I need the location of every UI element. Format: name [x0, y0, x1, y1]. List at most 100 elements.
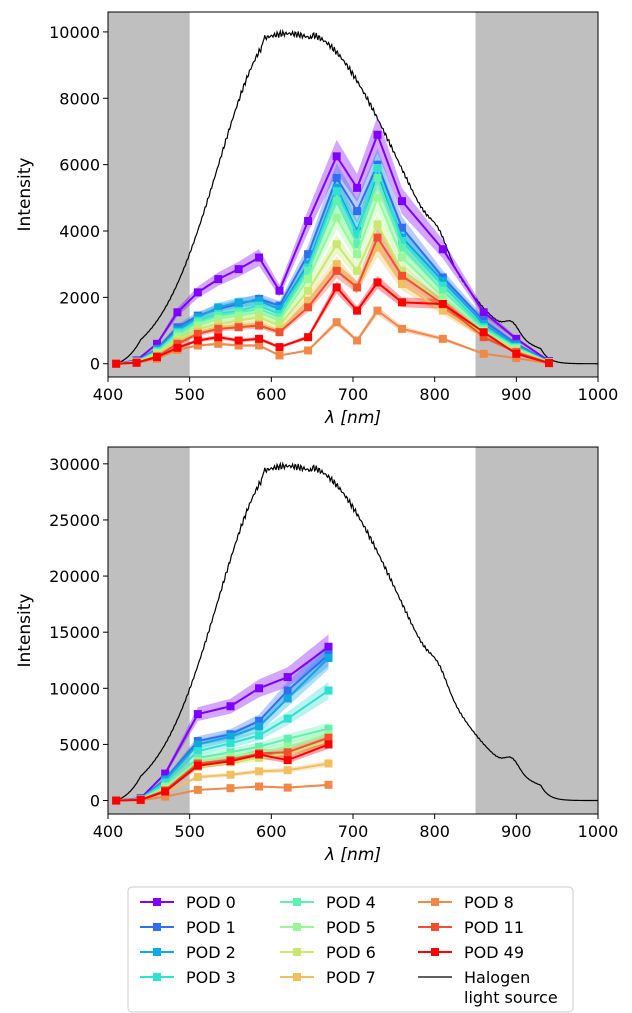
data-point: [214, 333, 223, 342]
data-point: [226, 770, 235, 779]
x-tick-label: 900: [501, 822, 532, 841]
data-point: [255, 313, 264, 322]
data-point: [304, 250, 313, 259]
data-point: [173, 343, 182, 352]
x-tick-label: 600: [256, 822, 287, 841]
data-point: [398, 324, 406, 333]
data-point: [398, 243, 406, 252]
data-point: [173, 308, 182, 317]
data-point: [479, 349, 488, 358]
y-tick-label: 4000: [59, 222, 100, 241]
data-point: [353, 306, 362, 315]
data-point: [234, 336, 243, 345]
data-point: [332, 240, 341, 249]
legend-label: POD 49: [464, 943, 524, 962]
legend-label: POD 7: [326, 968, 376, 987]
data-point: [438, 300, 447, 308]
series-band: [116, 681, 329, 801]
legend-swatch-marker: [293, 923, 301, 931]
legend-swatch-marker: [293, 898, 301, 906]
data-point: [373, 243, 382, 252]
y-tick-label: 0: [90, 792, 100, 811]
data-point: [255, 722, 264, 731]
data-point: [398, 266, 406, 275]
data-point: [214, 339, 223, 348]
data-point: [353, 283, 362, 292]
legend-label: POD 3: [186, 968, 236, 987]
data-point: [324, 740, 333, 749]
x-tick-label: 800: [419, 385, 450, 404]
legend-label: POD 11: [464, 918, 524, 937]
legend-swatch-marker: [153, 898, 161, 906]
series-line: [116, 743, 329, 802]
x-tick-label: 700: [338, 385, 369, 404]
data-point: [214, 303, 223, 312]
x-tick-label: 1000: [578, 822, 619, 841]
data-point: [275, 316, 284, 325]
data-point: [226, 748, 235, 757]
data-point: [283, 756, 292, 765]
data-point: [283, 748, 292, 757]
data-point: [255, 334, 264, 343]
data-point: [283, 694, 292, 703]
data-point: [304, 333, 313, 342]
halogen-reference-line: [115, 28, 598, 365]
series-band: [116, 152, 550, 364]
data-point: [324, 759, 333, 768]
data-point: [304, 296, 313, 305]
legend-swatch-marker: [153, 923, 161, 931]
series-line: [116, 783, 329, 802]
data-point: [255, 716, 264, 725]
shaded-region: [475, 447, 598, 814]
data-point: [332, 173, 341, 182]
data-point: [275, 328, 284, 337]
data-point: [255, 750, 264, 759]
halogen-reference-line: [115, 461, 598, 802]
legend-swatch-marker: [431, 898, 439, 906]
data-point: [512, 354, 521, 363]
legend-frame: [127, 886, 574, 1013]
data-point: [353, 266, 362, 275]
data-point: [438, 245, 447, 254]
legend-swatch-marker: [431, 923, 439, 931]
legend-item: POD 5: [280, 918, 376, 937]
legend-item: POD 1: [140, 918, 236, 937]
x-axis-label: λ [nm]: [324, 408, 381, 428]
data-point: [214, 324, 223, 333]
legend-swatch-marker: [293, 948, 301, 956]
shaded-region: [475, 12, 598, 377]
data-point: [438, 286, 447, 295]
series-band: [116, 148, 550, 364]
chart-panel-2: 400 500 600 700 800 900 1000050001000015000200…: [15, 446, 619, 865]
x-tick-label: 400: [93, 822, 124, 841]
y-tick-label: 0: [90, 355, 100, 374]
plot-area: [108, 12, 598, 377]
data-point: [234, 316, 243, 325]
data-point: [226, 757, 235, 766]
x-axis-label: λ [nm]: [324, 845, 381, 865]
data-point: [332, 197, 341, 206]
data-point: [255, 341, 264, 350]
data-point: [398, 271, 406, 280]
x-tick-label: 600: [256, 385, 287, 404]
data-point: [304, 275, 313, 284]
data-point: [275, 351, 284, 360]
data-point: [255, 782, 264, 791]
data-point: [545, 359, 553, 368]
data-point: [332, 213, 341, 222]
data-point: [479, 333, 488, 342]
legend-item: POD 11: [418, 918, 524, 937]
data-point: [438, 293, 447, 302]
data-point: [332, 260, 341, 269]
x-tick-label: 700: [338, 822, 369, 841]
data-point: [304, 217, 313, 226]
legend-label: POD 6: [326, 943, 376, 962]
data-point: [161, 769, 170, 778]
data-point: [283, 783, 292, 792]
series-line: [116, 131, 550, 365]
legend-item: POD 7: [280, 968, 376, 987]
data-point: [353, 230, 362, 239]
data-point: [398, 253, 406, 262]
legend-label: Halogen light source: [464, 968, 558, 1007]
legend-swatch-marker: [293, 973, 301, 981]
